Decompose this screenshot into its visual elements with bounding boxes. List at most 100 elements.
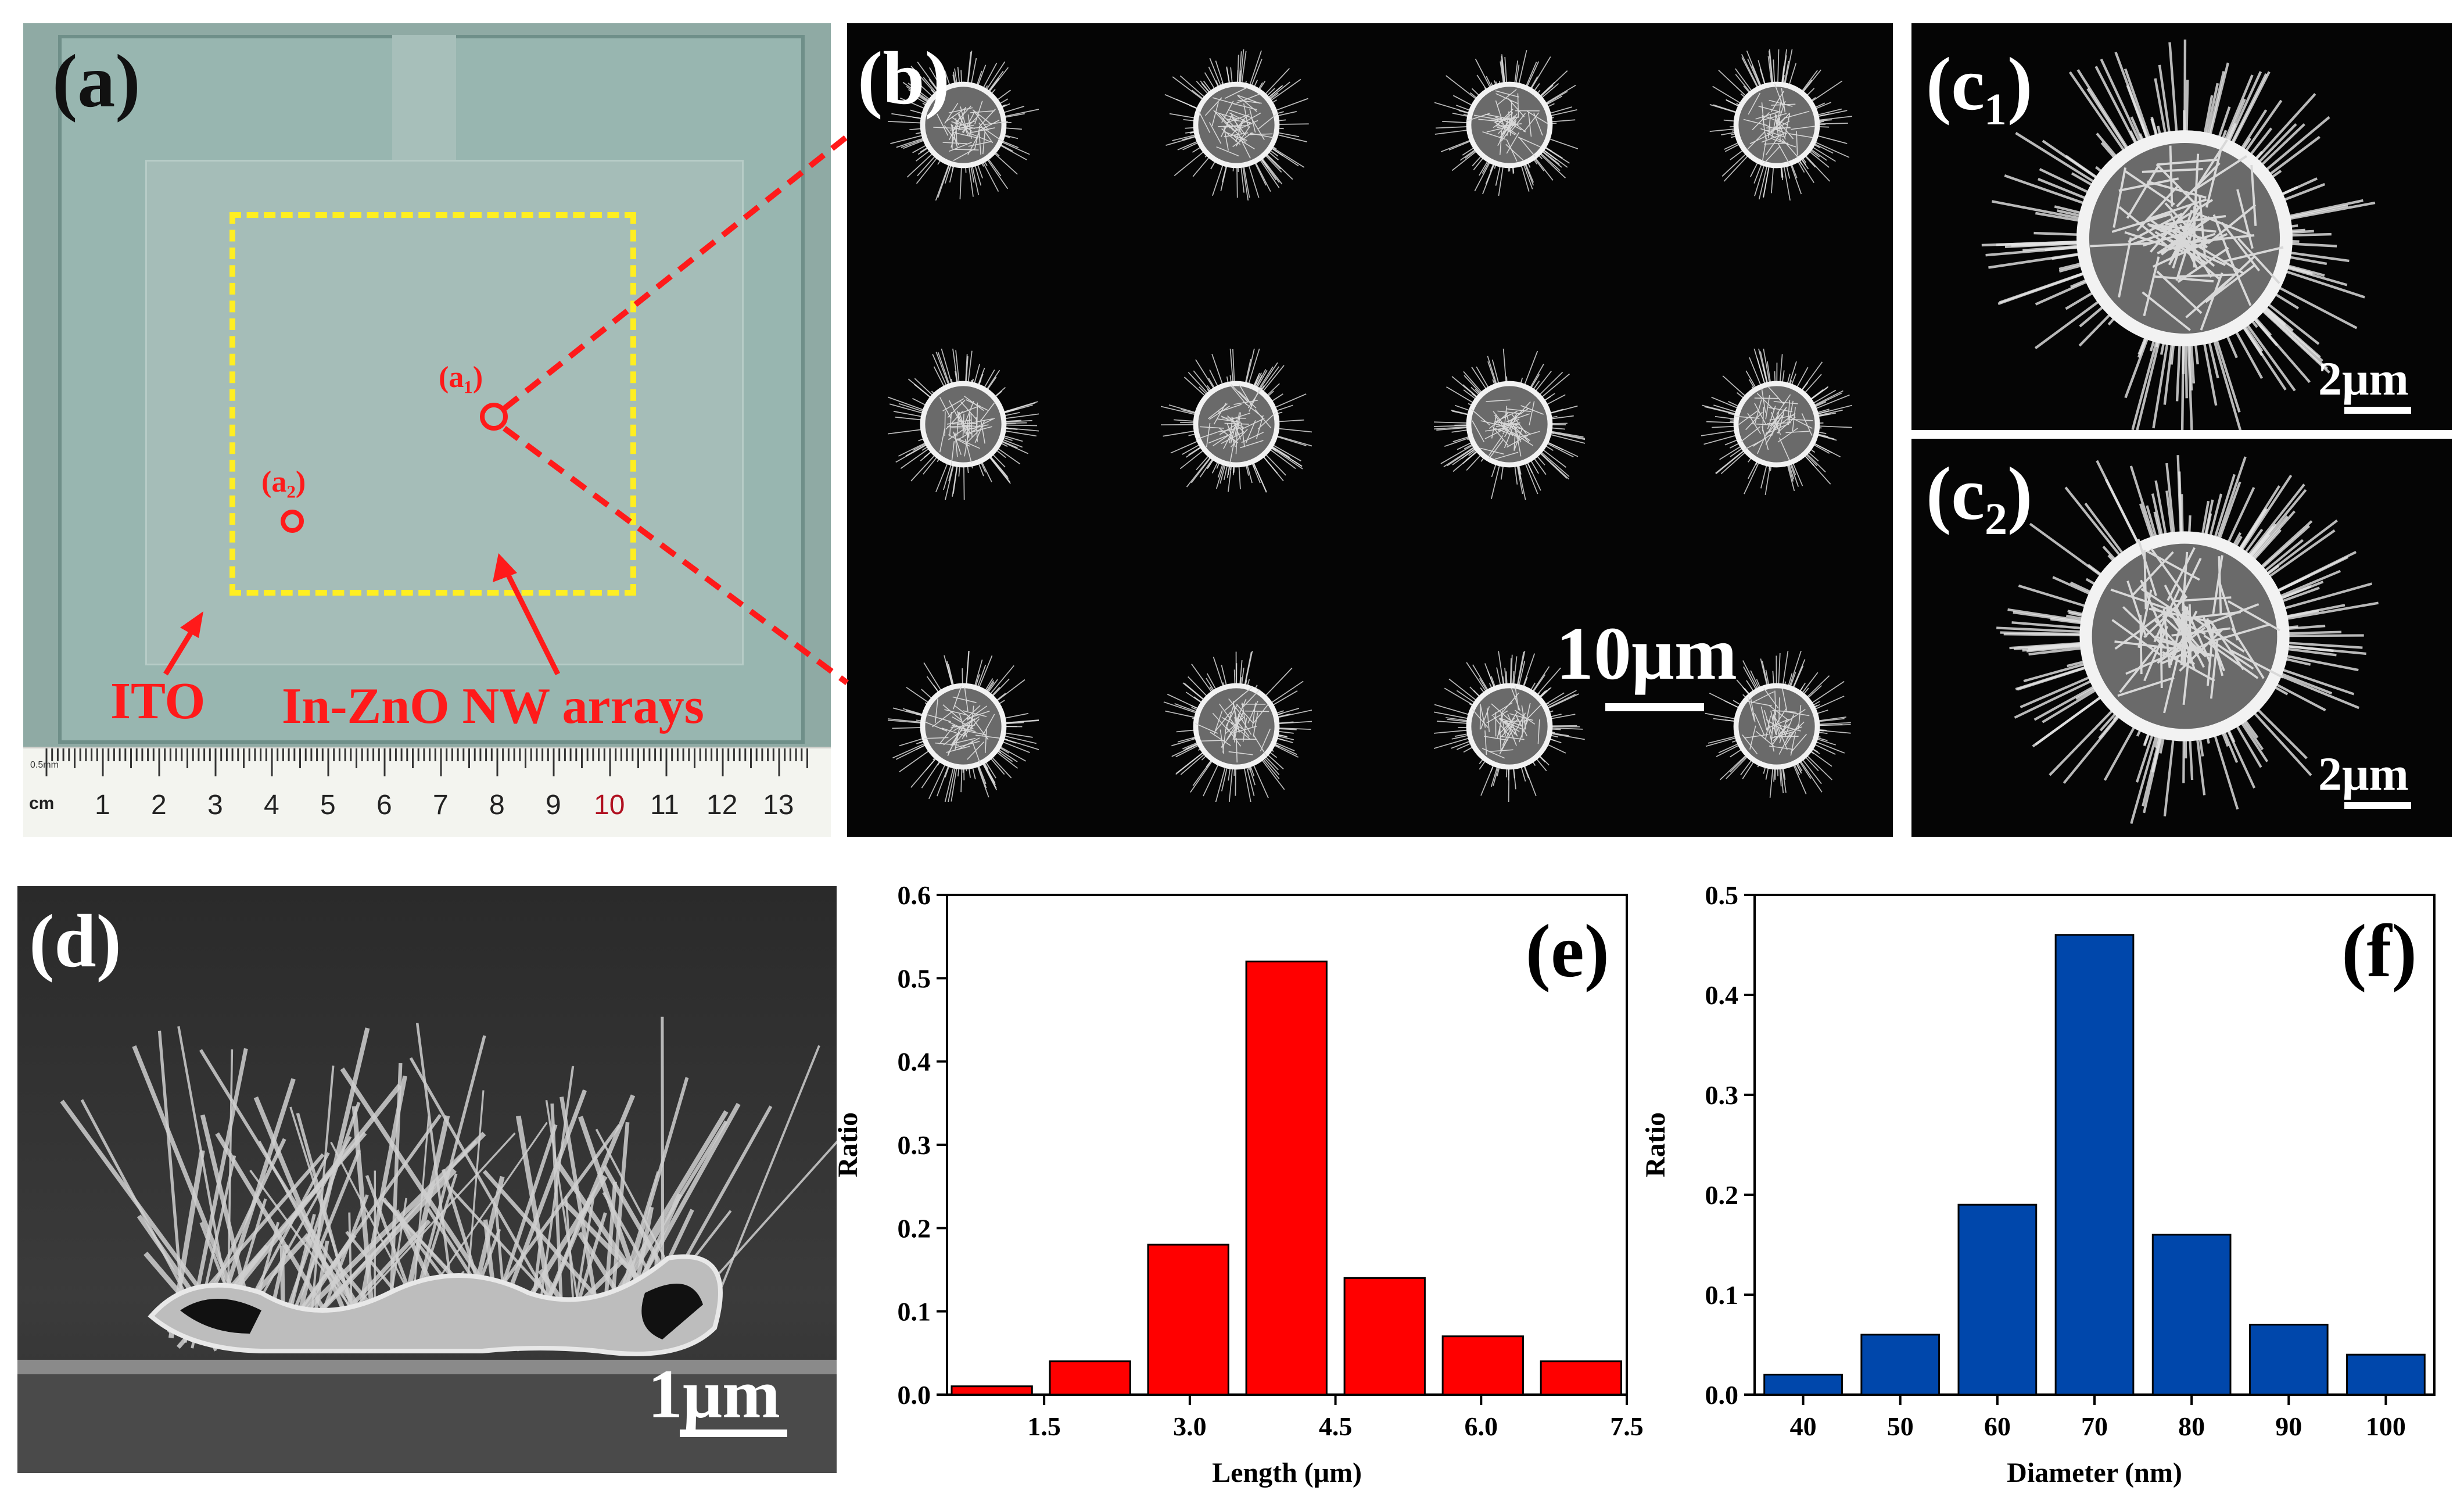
nw-urchin <box>1161 349 1312 493</box>
nw-arrow-head <box>493 553 517 582</box>
panel-c2-scale-label: 2μm <box>2318 747 2409 800</box>
ruler-number: 2 <box>151 790 167 821</box>
nanowire <box>409 1057 572 1338</box>
ito-contact-tab <box>392 35 456 163</box>
histogram-bar <box>2151 1234 2232 1396</box>
y-tick-label: 0.5 <box>898 963 931 993</box>
histogram-bar <box>2346 1353 2426 1396</box>
panel-c2-sem: (c₂) 2μm <box>1911 439 2452 837</box>
ruler-number: 6 <box>376 790 392 821</box>
x-tick-label: 70 <box>2081 1411 2108 1441</box>
y-axis-label: Ratio <box>833 1112 863 1177</box>
nw-urchin <box>888 651 1039 802</box>
x-tick-label: 50 <box>1887 1411 1914 1441</box>
panel-a-annotations <box>163 403 561 676</box>
y-tick-label: 0.6 <box>898 880 931 910</box>
ito-arrow-head <box>180 611 203 638</box>
substrate-edge <box>17 1360 837 1374</box>
histogram-bar <box>2054 934 2135 1396</box>
substrate <box>17 1374 837 1473</box>
nw-urchin <box>1434 50 1579 196</box>
y-tick-label: 0.1 <box>1705 1280 1739 1310</box>
x-tick-label: 40 <box>1790 1411 1817 1441</box>
x-axis-label: Diameter (nm) <box>2007 1457 2182 1488</box>
ruler-ticks <box>45 748 808 776</box>
y-tick-label: 0.3 <box>898 1130 931 1160</box>
nw-urchin <box>888 349 1039 500</box>
y-tick-label: 0.4 <box>1705 980 1739 1010</box>
panel-a-photo: (a) (a₁) (a₂) ITO In-ZnO NW arrays 0.5mm… <box>23 23 831 837</box>
panel-d-scale-bar <box>680 1429 787 1437</box>
nw-urchin <box>1709 49 1852 200</box>
histogram-bar <box>1763 1374 1843 1396</box>
nw-urchin <box>1434 349 1585 500</box>
nanowire <box>704 1045 820 1330</box>
panel-b-label: (b) <box>858 37 950 120</box>
ito-label: ITO <box>110 672 206 730</box>
panel-c2-scale-bar <box>2344 802 2411 809</box>
ruler-number: 13 <box>763 790 794 821</box>
ruler-number: 8 <box>489 790 505 821</box>
nw-urchin <box>1981 40 2376 430</box>
panel-c1-scale-bar <box>2344 407 2411 414</box>
panel-label: (e) <box>1526 909 1609 993</box>
histogram-bar <box>2248 1324 2329 1396</box>
panel-d-side-view <box>17 886 837 1473</box>
panel-c2-label: (c₂) <box>1926 452 2033 536</box>
nw-arrow-shaft <box>503 568 561 676</box>
ruler-number: 10 <box>594 790 625 821</box>
panel-a-label: (a) <box>52 40 141 123</box>
ruler-small-unit: 0.5mm <box>30 760 59 770</box>
ruler: 0.5mm cm 1 2 3 4 5 6 7 8 9 10 11 12 13 <box>23 747 831 837</box>
histogram-bar <box>1147 1244 1229 1396</box>
nanowire <box>534 1066 575 1340</box>
histogram-bar <box>1049 1360 1131 1396</box>
y-tick-label: 0.5 <box>1705 880 1739 910</box>
base-void-right <box>641 1284 703 1339</box>
panel-c1-label: (c₁) <box>1926 42 2033 126</box>
x-tick-label: 3.0 <box>1173 1411 1207 1441</box>
nw-urchin <box>1996 455 2379 824</box>
x-tick-label: 80 <box>2178 1411 2205 1441</box>
ruler-number: 4 <box>264 790 279 821</box>
y-tick-label: 0.2 <box>898 1213 931 1243</box>
nw-urchin <box>1705 651 1851 798</box>
panel-c1-sem: (c₁) 2μm <box>1911 23 2452 430</box>
nanowire <box>215 1132 346 1343</box>
ruler-number: 9 <box>546 790 561 821</box>
panel-b-sem: (b) 10μm <box>847 23 1893 837</box>
ruler-number: 1 <box>95 790 110 821</box>
histogram-bar <box>951 1385 1033 1396</box>
panel-d-sem: (d) 1μm <box>17 886 837 1473</box>
nw-urchin <box>888 51 1039 200</box>
marker-a1-label: (a₁) <box>439 361 483 394</box>
x-tick-label: 100 <box>2366 1411 2406 1441</box>
y-tick-label: 0.2 <box>1705 1180 1739 1210</box>
marker-a1-circle <box>480 403 508 431</box>
base-void-left <box>180 1299 261 1334</box>
panel-b-scale-bar <box>1605 703 1704 711</box>
x-tick-label: 1.5 <box>1027 1411 1061 1441</box>
chart-f-diameter-histogram: 0.0 0.1 0.2 0.3 0.4 0.5 40 50 60 70 80 90 100 Diamete… <box>1640 880 2436 1488</box>
x-tick-label: 90 <box>2275 1411 2302 1441</box>
y-tick-label: 0.4 <box>898 1047 931 1077</box>
marker-a2-label: (a₂) <box>261 465 306 499</box>
ruler-unit: cm <box>29 794 55 813</box>
ruler-number: 5 <box>320 790 336 821</box>
nw-urchin <box>1701 349 1852 496</box>
nanowire <box>253 1096 360 1344</box>
y-tick-label: 0.1 <box>898 1297 931 1327</box>
x-tick-label: 7.5 <box>1610 1411 1644 1441</box>
panel-d-scale-label: 1μm <box>648 1355 780 1432</box>
nw-urchin <box>1434 651 1585 802</box>
panel-b-scale-label: 10μm <box>1556 612 1737 696</box>
nw-base-ring <box>148 1254 723 1356</box>
nw-urchin <box>1163 651 1312 802</box>
panel-label: (f) <box>2341 909 2417 993</box>
x-tick-label: 60 <box>1984 1411 2011 1441</box>
histogram-bar <box>1343 1277 1426 1396</box>
panel-c1-scale-label: 2μm <box>2318 352 2409 405</box>
ruler-number: 11 <box>650 790 679 821</box>
panel-d-label: (d) <box>29 900 121 983</box>
ruler-number: 3 <box>207 790 223 821</box>
